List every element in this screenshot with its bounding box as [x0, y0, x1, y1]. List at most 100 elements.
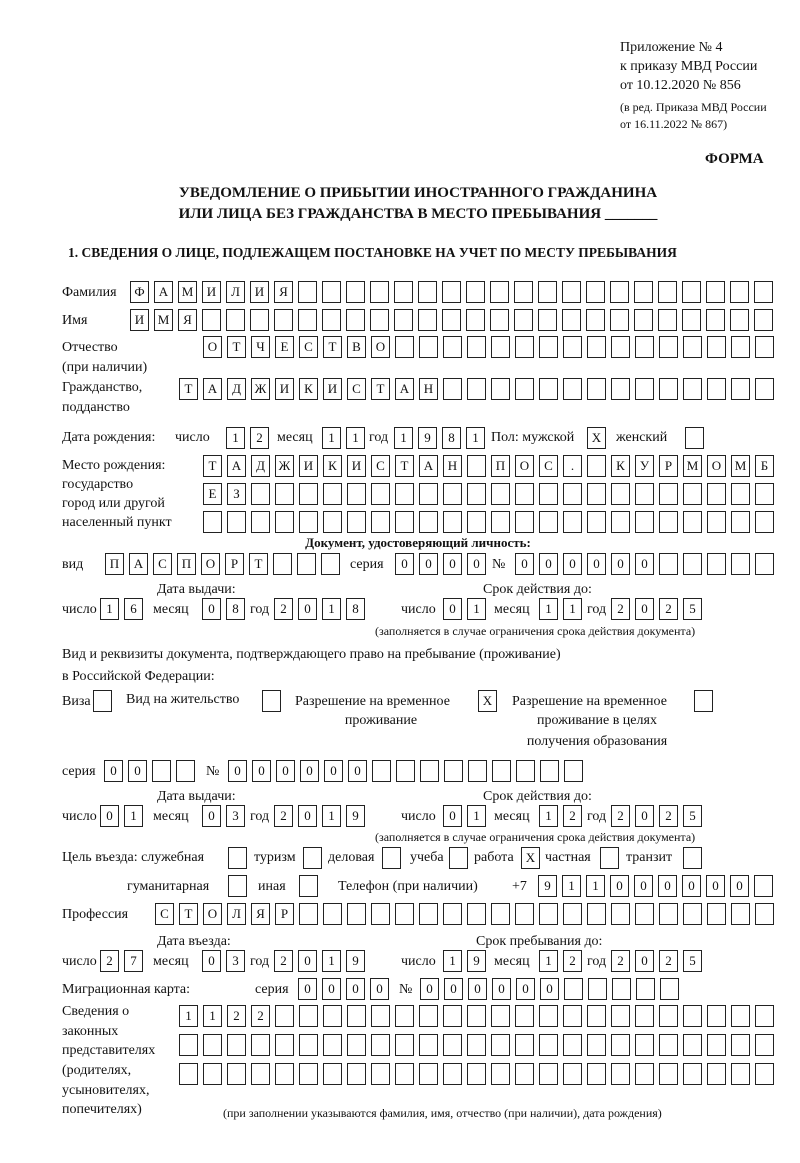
char-cell[interactable]: 9 — [418, 427, 437, 449]
char-cell[interactable] — [274, 309, 293, 331]
char-cell[interactable] — [298, 309, 317, 331]
char-cell[interactable]: О — [371, 336, 390, 358]
char-cell[interactable] — [731, 511, 750, 533]
char-cell[interactable] — [323, 483, 342, 505]
char-cell[interactable] — [203, 511, 222, 533]
char-cell[interactable]: 0 — [587, 553, 606, 575]
char-cell[interactable]: Т — [249, 553, 268, 575]
char-cell[interactable]: 0 — [395, 553, 414, 575]
char-cell[interactable] — [299, 875, 318, 897]
char-cell[interactable]: 1 — [539, 950, 558, 972]
char-cell[interactable]: О — [201, 553, 220, 575]
char-cell[interactable] — [273, 553, 292, 575]
char-cell[interactable]: М — [178, 281, 197, 303]
char-cell[interactable] — [515, 1034, 534, 1056]
char-cell[interactable]: 1 — [443, 950, 462, 972]
char-cell[interactable] — [395, 511, 414, 533]
char-cell[interactable] — [730, 309, 749, 331]
char-cell[interactable] — [227, 1063, 246, 1085]
char-cell[interactable]: 2 — [100, 950, 119, 972]
char-cell[interactable] — [467, 1034, 486, 1056]
char-cell[interactable]: Л — [227, 903, 246, 925]
char-cell[interactable]: 0 — [202, 950, 221, 972]
char-cell[interactable]: Т — [323, 336, 342, 358]
char-cell[interactable] — [419, 336, 438, 358]
char-cell[interactable] — [682, 309, 701, 331]
char-cell[interactable] — [515, 378, 534, 400]
char-cell[interactable] — [203, 1034, 222, 1056]
char-cell[interactable] — [539, 1034, 558, 1056]
char-cell[interactable] — [251, 511, 270, 533]
char-cell[interactable]: 0 — [346, 978, 365, 1000]
char-cell[interactable] — [419, 1034, 438, 1056]
char-cell[interactable] — [443, 511, 462, 533]
char-cell[interactable]: 1 — [394, 427, 413, 449]
char-cell[interactable]: 2 — [611, 950, 630, 972]
char-cell[interactable]: 1 — [203, 1005, 222, 1027]
char-cell[interactable] — [683, 847, 702, 869]
char-cell[interactable] — [706, 309, 725, 331]
char-cell[interactable]: X — [587, 427, 606, 449]
char-cell[interactable] — [275, 1034, 294, 1056]
char-cell[interactable]: 1 — [346, 427, 365, 449]
char-cell[interactable] — [659, 1005, 678, 1027]
char-cell[interactable] — [396, 760, 415, 782]
char-cell[interactable] — [347, 1005, 366, 1027]
char-cell[interactable] — [443, 336, 462, 358]
char-cell[interactable]: Р — [225, 553, 244, 575]
char-cell[interactable]: 0 — [730, 875, 749, 897]
char-cell[interactable] — [467, 378, 486, 400]
char-cell[interactable] — [442, 309, 461, 331]
char-cell[interactable] — [371, 903, 390, 925]
char-cell[interactable] — [755, 1063, 774, 1085]
char-cell[interactable] — [515, 511, 534, 533]
char-cell[interactable]: 0 — [467, 553, 486, 575]
char-cell[interactable]: А — [129, 553, 148, 575]
char-cell[interactable] — [443, 1005, 462, 1027]
char-cell[interactable]: 0 — [706, 875, 725, 897]
char-cell[interactable] — [467, 1005, 486, 1027]
char-cell[interactable] — [444, 760, 463, 782]
char-cell[interactable] — [467, 903, 486, 925]
char-cell[interactable] — [539, 378, 558, 400]
char-cell[interactable] — [346, 281, 365, 303]
char-cell[interactable]: Р — [275, 903, 294, 925]
char-cell[interactable] — [683, 483, 702, 505]
char-cell[interactable]: 2 — [611, 598, 630, 620]
char-cell[interactable] — [731, 553, 750, 575]
char-cell[interactable] — [730, 281, 749, 303]
char-cell[interactable] — [449, 847, 468, 869]
char-cell[interactable] — [634, 309, 653, 331]
char-cell[interactable] — [515, 336, 534, 358]
char-cell[interactable] — [611, 336, 630, 358]
char-cell[interactable] — [347, 903, 366, 925]
char-cell[interactable] — [634, 281, 653, 303]
char-cell[interactable] — [539, 1063, 558, 1085]
char-cell[interactable] — [322, 281, 341, 303]
char-cell[interactable]: А — [227, 455, 246, 477]
char-cell[interactable]: 0 — [635, 805, 654, 827]
char-cell[interactable] — [754, 309, 773, 331]
char-cell[interactable]: 0 — [419, 553, 438, 575]
char-cell[interactable] — [659, 1063, 678, 1085]
char-cell[interactable] — [754, 875, 773, 897]
char-cell[interactable] — [563, 378, 582, 400]
char-cell[interactable] — [694, 690, 713, 712]
char-cell[interactable]: 0 — [443, 805, 462, 827]
char-cell[interactable]: 2 — [274, 805, 293, 827]
char-cell[interactable] — [443, 1034, 462, 1056]
char-cell[interactable]: 0 — [516, 978, 535, 1000]
char-cell[interactable]: 1 — [539, 598, 558, 620]
char-cell[interactable] — [683, 1005, 702, 1027]
char-cell[interactable] — [299, 1034, 318, 1056]
char-cell[interactable]: М — [154, 309, 173, 331]
char-cell[interactable] — [466, 281, 485, 303]
char-cell[interactable]: С — [155, 903, 174, 925]
char-cell[interactable]: 5 — [683, 805, 702, 827]
char-cell[interactable] — [323, 1005, 342, 1027]
char-cell[interactable] — [635, 1034, 654, 1056]
char-cell[interactable] — [491, 903, 510, 925]
char-cell[interactable]: 0 — [298, 978, 317, 1000]
char-cell[interactable] — [683, 336, 702, 358]
char-cell[interactable] — [228, 875, 247, 897]
